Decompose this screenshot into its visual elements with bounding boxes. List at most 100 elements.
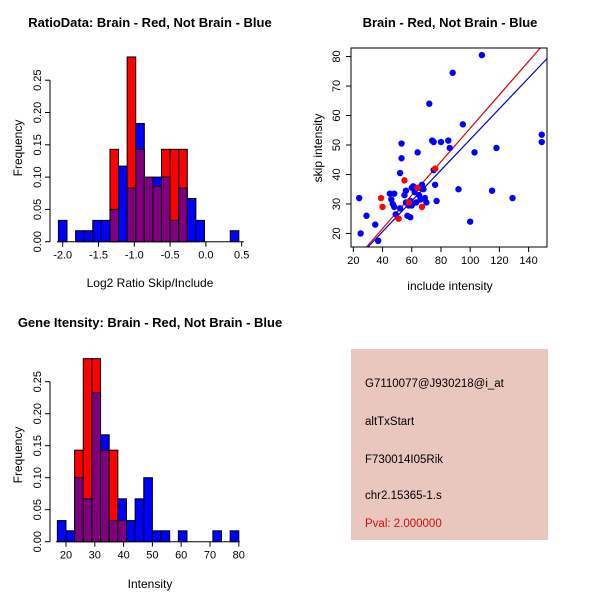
- hist-bar-blue: [83, 230, 94, 243]
- fit-line-not-brain-fit: [367, 58, 548, 248]
- ratio-hist-ylabel: Frequency: [11, 119, 25, 177]
- intensity-scatter: 20 40 60 80 100 120 140 20 30 40 50 60 70 80: [331, 47, 548, 267]
- scatter-point-blue: [488, 187, 496, 194]
- x-tick-label: 120: [490, 255, 508, 267]
- scatter-point-blue: [431, 181, 439, 188]
- ratio-hist-title: RatioData: Brain - Red, Not Brain - Blue: [28, 15, 272, 30]
- x-tick-label: 80: [233, 550, 245, 562]
- scatter-point-blue: [402, 187, 410, 194]
- hist-bar-overlap: [100, 449, 110, 543]
- scatter-point-blue: [398, 155, 405, 162]
- hist-bar-overlap: [82, 498, 93, 543]
- hist-bar-blue: [229, 230, 240, 243]
- x-tick-label: 140: [519, 255, 537, 267]
- scatter-point-blue: [391, 190, 398, 197]
- y-tick-label: 40: [331, 168, 343, 180]
- hist-bar-blue: [177, 530, 188, 543]
- scatter-point-red: [418, 203, 426, 211]
- scatter-point-blue: [478, 51, 486, 59]
- gene-hist-title: Gene Itensity: Brain - Red, Not Brain - …: [17, 315, 283, 330]
- scatter-point-blue: [471, 149, 478, 156]
- hist-bar-blue: [75, 230, 85, 243]
- y-tick-label: 70: [331, 80, 343, 92]
- probe-id-label: G7110077@J930218@i_at: [365, 378, 504, 390]
- scatter-point-blue: [420, 186, 427, 193]
- y-tick-label: 0.15: [32, 435, 44, 456]
- hist-bar-blue: [65, 530, 76, 543]
- x-tick-label: 0.5: [234, 250, 249, 262]
- scatter-point-red: [379, 203, 386, 211]
- scatter-point-blue: [423, 199, 430, 206]
- scatter-point-blue: [449, 69, 456, 76]
- scatter-point-red: [414, 184, 421, 191]
- scatter-point-blue: [426, 100, 433, 107]
- plot-box: [350, 47, 548, 248]
- gene-intensity-histogram: 0.00 0.05 0.10 0.15 0.20 0.25 20 30 40 50 60 70 80: [32, 358, 245, 562]
- y-tick-label: 0.15: [32, 134, 44, 155]
- y-tick-label: 0.00: [32, 231, 44, 252]
- scatter-point-blue: [430, 138, 437, 146]
- hist-bar-blue: [92, 219, 102, 243]
- scatter-point-blue: [398, 140, 405, 147]
- y-tick-label: 0.20: [32, 403, 44, 424]
- scatter-point-blue: [459, 121, 467, 128]
- scatter-point-blue: [386, 190, 394, 197]
- x-tick-label: 0.0: [198, 250, 213, 262]
- gene-hist-xlabel: Intensity: [127, 577, 173, 591]
- x-tick-label: 50: [146, 550, 158, 562]
- hist-bar-overlap: [161, 176, 171, 243]
- pval-label: Pval: 2.000000: [365, 518, 442, 530]
- scatter-point-blue: [437, 138, 445, 146]
- scatter-point-blue: [493, 144, 500, 152]
- scatter-ylabel: skip intensity: [311, 113, 325, 183]
- x-tick-label: 30: [89, 550, 101, 562]
- y-tick-label: 0.20: [32, 102, 44, 123]
- scatter-point-blue: [445, 137, 452, 144]
- event-type-label: altTxStart: [365, 416, 415, 428]
- x-tick-label: -2.0: [53, 250, 72, 262]
- hist-bar-blue: [229, 530, 240, 543]
- locus-label: chr2.15365-1.s: [365, 490, 442, 502]
- y-tick-label: 60: [331, 109, 343, 121]
- hist-bar-overlap: [178, 187, 188, 243]
- y-tick-label: 0.25: [32, 69, 44, 90]
- y-tick-label: 0.25: [32, 371, 44, 392]
- hist-bar-blue: [118, 165, 128, 243]
- x-tick-label: -1.0: [125, 250, 144, 262]
- y-tick-label: 20: [331, 227, 343, 239]
- hist-bar-overlap: [108, 520, 119, 543]
- hist-bar-blue: [56, 520, 67, 543]
- hist-bar-overlap: [135, 148, 145, 243]
- scatter-xlabel: include intensity: [407, 279, 493, 293]
- scatter-point-red: [431, 165, 439, 172]
- x-tick-label: 60: [406, 255, 418, 267]
- scatter-point-blue: [355, 194, 363, 202]
- gene-name-label: F730014I05Rik: [365, 454, 443, 466]
- hist-bar-blue: [186, 197, 197, 243]
- hist-bar-overlap: [91, 392, 102, 543]
- y-tick-label: 50: [331, 139, 343, 151]
- scatter-point-blue: [363, 212, 370, 219]
- scatter-point-blue: [509, 194, 516, 202]
- scatter-point-red: [377, 194, 385, 202]
- hist-bar-blue: [134, 498, 145, 543]
- scatter-point-blue: [357, 230, 364, 237]
- fit-line-brain-fit: [366, 47, 541, 248]
- scatter-point-blue: [372, 221, 379, 228]
- x-tick-label: 40: [117, 550, 129, 562]
- scatter-point-blue: [455, 186, 462, 193]
- scatter-point-blue: [396, 205, 404, 212]
- hist-bar-overlap: [169, 219, 180, 243]
- hist-bar-blue: [151, 530, 162, 543]
- x-tick-label: 100: [461, 255, 479, 267]
- hist-bar-overlap: [109, 208, 120, 243]
- hist-bar-overlap: [74, 477, 84, 543]
- x-tick-label: 20: [347, 255, 359, 267]
- scatter-point-blue: [396, 169, 404, 177]
- x-tick-label: -1.5: [89, 250, 108, 262]
- hist-bar-blue: [195, 219, 205, 243]
- y-tick-label: 0.10: [32, 166, 44, 187]
- ratio-hist-xlabel: Log2 Ratio Skip/Include: [86, 276, 214, 290]
- hist-bar-blue: [125, 520, 136, 543]
